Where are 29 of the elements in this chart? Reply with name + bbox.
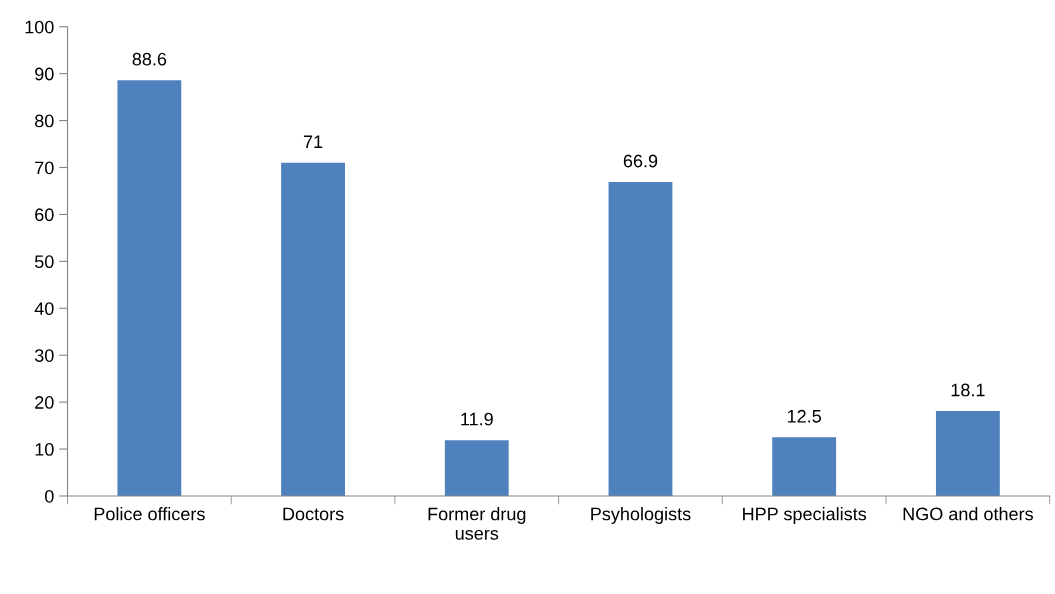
data-label: 71	[303, 135, 323, 148]
y-tick-label: 20	[35, 396, 54, 409]
x-tick-label: Psyhologists	[591, 507, 691, 524]
data-label: 18.1	[951, 383, 985, 397]
y-tick-label: 90	[35, 67, 54, 81]
y-tick-label: 0	[44, 489, 54, 503]
bar	[281, 162, 345, 496]
y-tick-label: 40	[34, 302, 54, 316]
data-label: 12.5	[787, 409, 821, 423]
x-tick-label: Doctors	[283, 507, 344, 521]
y-tick-label: 100	[25, 20, 54, 34]
x-tick-label: HPP specialists	[743, 507, 867, 524]
data-label: 66.9	[623, 154, 658, 168]
y-tick-label: 60	[35, 208, 54, 222]
x-tick-label: Former drug users	[428, 507, 526, 540]
bar	[772, 437, 837, 496]
x-tick-label: NGO and others	[903, 507, 1033, 521]
y-tick-label: 80	[35, 114, 54, 128]
bar	[117, 80, 182, 496]
x-tick-label: Police officers	[94, 507, 205, 521]
bar	[608, 182, 673, 496]
y-tick-label: 50	[34, 255, 54, 269]
data-label: 11.9	[461, 412, 493, 426]
y-tick-label: 70	[35, 161, 54, 175]
y-tick-label: 10	[35, 443, 54, 456]
bar	[935, 411, 1000, 496]
y-tick-label: 30	[34, 349, 54, 362]
bar	[444, 440, 509, 496]
data-label: 88.6	[132, 52, 167, 66]
